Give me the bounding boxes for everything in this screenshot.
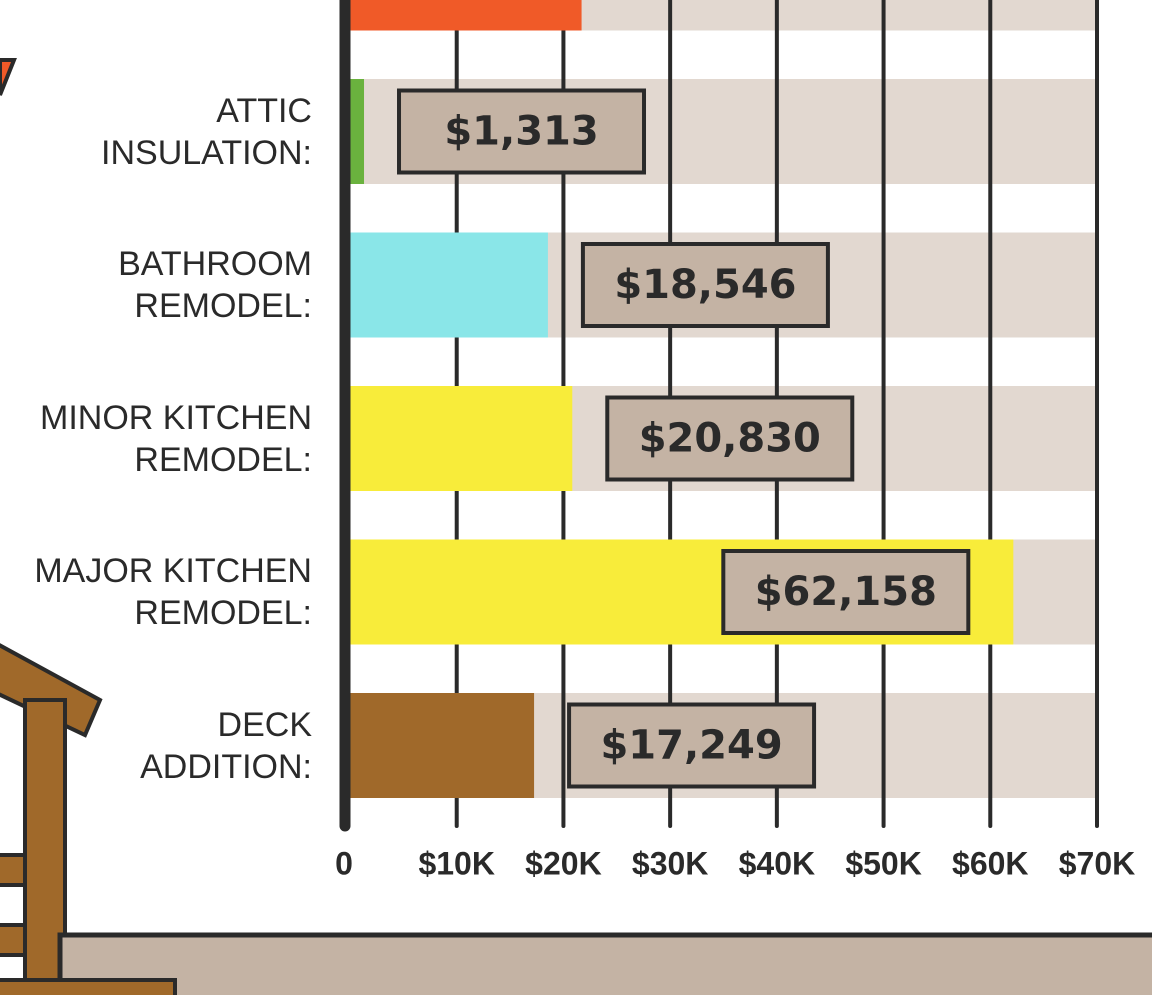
x-tick-label: 0 (335, 845, 353, 881)
value-label: $20,830 (639, 416, 821, 462)
value-label: $62,158 (755, 569, 937, 615)
page: $1,313 $18,546 $20,830 $62,158 $17,249 0 $10K $… (0, 0, 1152, 995)
x-tick-label: $70K (1059, 845, 1136, 881)
category-label: ATTIC INSULATION: (0, 90, 312, 174)
category-label: MINOR KITCHEN REMODEL: (0, 397, 312, 481)
category-label: DECK ADDITION: (0, 704, 312, 788)
x-tick-label: $20K (525, 845, 602, 881)
x-tick-label: $50K (845, 845, 922, 881)
bar (350, 386, 572, 491)
bar (350, 79, 364, 184)
x-tick-label: $40K (739, 845, 816, 881)
value-label: $17,249 (600, 723, 782, 769)
bar (350, 233, 548, 338)
value-label: $1,313 (444, 109, 598, 155)
category-label: BATHROOM REMODEL: (0, 243, 312, 327)
value-label: $18,546 (614, 262, 796, 308)
bar (350, 693, 534, 798)
x-tick-label: $60K (952, 845, 1029, 881)
category-label: MAJOR KITCHEN REMODEL: (0, 550, 312, 634)
x-tick-label: $10K (418, 845, 495, 881)
bar (350, 0, 582, 31)
x-tick-label: $30K (632, 845, 709, 881)
